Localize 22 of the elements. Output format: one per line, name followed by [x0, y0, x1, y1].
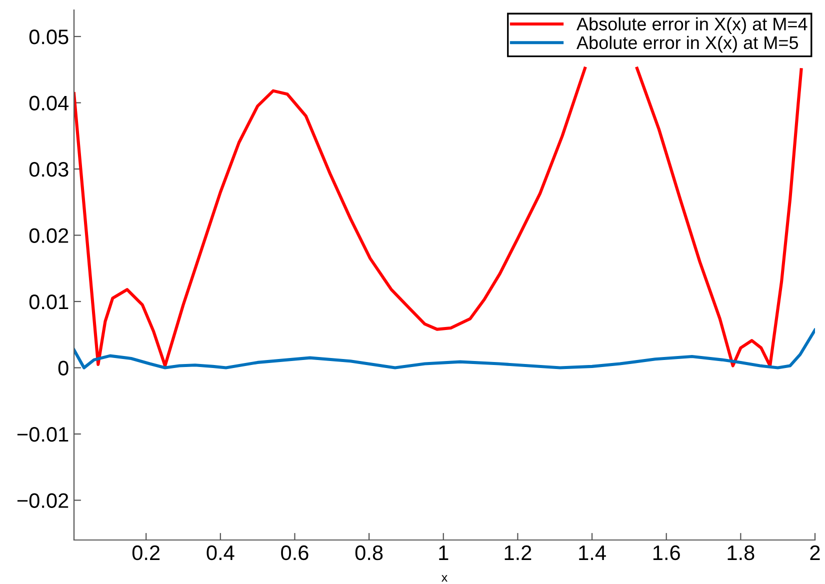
x-tick-label: 0.8: [355, 545, 383, 560]
x-tick-label: 1.6: [653, 545, 680, 560]
x-tick-label: 0.2: [132, 545, 160, 560]
x-tick-label: 1: [439, 546, 448, 560]
legend-label: Absolute error in X(x) at M=4: [576, 17, 808, 34]
legend-label: Abolute error in X(x) at M=5: [576, 36, 798, 53]
y-tick-label: 0.05: [29, 30, 68, 44]
y-tick-label: 0.04: [29, 96, 69, 111]
x-tick-label: 0.6: [281, 545, 308, 560]
y-tick-label: −0.02: [17, 493, 68, 508]
line-series: [74, 328, 815, 370]
x-tick-label: 1.2: [504, 545, 532, 560]
x-tick-label: 1.4: [579, 546, 606, 560]
y-tick-label: −0.01: [17, 427, 68, 442]
y-tick-label: 0.01: [29, 294, 68, 310]
x-tick-label: 1.8: [728, 545, 754, 560]
x-tick-label: 2: [810, 545, 820, 560]
y-tick-label: 0.03: [29, 162, 68, 177]
x-axis-title: x: [442, 575, 448, 582]
x-tick-label: 0.4: [206, 545, 234, 560]
y-tick-label: 0.02: [29, 228, 68, 244]
y-tick-label: 0: [58, 360, 68, 376]
